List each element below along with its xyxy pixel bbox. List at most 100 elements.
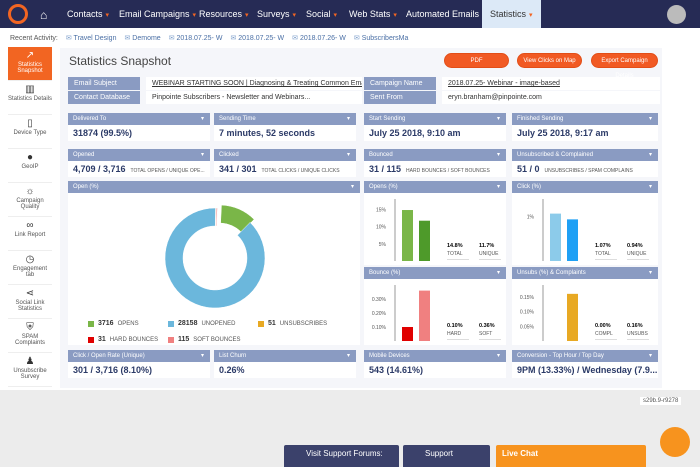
logo[interactable]: [8, 4, 28, 24]
y-tick-label: 5%: [379, 242, 387, 248]
nav-statistics[interactable]: Statistics ▾: [482, 0, 541, 28]
card-header[interactable]: Start Sending: [364, 113, 506, 125]
card-header[interactable]: Unsubs (%) & Complaints: [512, 267, 658, 279]
card-value: 7 minutes, 52 seconds: [214, 125, 356, 141]
bar[interactable]: [419, 220, 430, 261]
card-header[interactable]: Bounced: [364, 149, 506, 161]
card-header[interactable]: Unsubscribed & Complained: [512, 149, 658, 161]
legend-item: 31 HARD BOUNCES: [88, 336, 158, 343]
top-nav: ⌂ Contacts ▾ Email Campaigns ▾ Resources ▾ …: [0, 0, 700, 28]
donut-slice-unopened[interactable]: [164, 207, 266, 309]
sidebar-item-device-type[interactable]: ▯ Device Type: [8, 115, 52, 149]
contact-db-label: Contact Database: [68, 91, 140, 104]
stat-note: UNSUBSCRIBES / SPAM COMPLAINS: [544, 168, 633, 174]
forums-label: Visit Support Forums:: [306, 449, 383, 458]
nav-label: Automated Emails: [406, 9, 480, 19]
bar-value-label: 0.16%: [627, 323, 643, 329]
sidebar-item-geoip[interactable]: ● GeoIP: [8, 149, 52, 183]
nav-label: Contacts: [67, 9, 103, 19]
nav-email-campaigns[interactable]: Email Campaigns ▾: [119, 9, 197, 19]
nav-automated-emails[interactable]: Automated Emails▾: [406, 0, 486, 28]
stat-value: 341 / 301: [219, 164, 257, 174]
legend-swatch: [258, 320, 264, 327]
donut-slice-soft-bounces[interactable]: [215, 207, 218, 227]
donut-slice-opens[interactable]: [220, 204, 255, 233]
live-chat-button[interactable]: Live Chat: [496, 445, 646, 467]
sidebar-item-social-link-statistics[interactable]: ⋖ Social Link Statistics: [8, 285, 52, 319]
card-header[interactable]: Opens (%): [364, 181, 506, 193]
sidebar-item-statistics-snapshot[interactable]: ↗ Statistics Snapshot: [8, 47, 52, 81]
bar-category-label: TOTAL: [595, 251, 611, 257]
bar[interactable]: [567, 293, 578, 341]
avatar[interactable]: [667, 5, 686, 24]
bar-underline: [627, 259, 649, 260]
card-header[interactable]: Sending Time: [214, 113, 356, 125]
campaign-name-value[interactable]: 2018.07.25- Webinar - image-based: [442, 77, 660, 90]
sidebar-item-engagement-tab[interactable]: ◷ Engagement tab: [8, 251, 52, 285]
recent-item[interactable]: 2018.07.25- W: [230, 34, 284, 42]
stat-value: 4,709 / 3,716: [73, 164, 126, 174]
pdf-button[interactable]: PDF: [444, 53, 509, 68]
sidebar-item-unsubscribe-survey[interactable]: ♟ Unsubscribe Survey: [8, 353, 52, 387]
recent-item[interactable]: Demome: [124, 34, 160, 42]
home-icon[interactable]: ⌂: [40, 8, 48, 22]
sidebar-label: GeoIP: [21, 164, 39, 170]
card-header[interactable]: Delivered To: [68, 113, 210, 125]
export-campaign-button[interactable]: Export Campaign Details: [591, 53, 658, 79]
y-tick-label: 0.20%: [372, 311, 387, 317]
bar[interactable]: [550, 213, 561, 261]
nav-social[interactable]: Social ▾: [306, 9, 338, 19]
card-header[interactable]: Open (%): [68, 181, 360, 193]
bar-value-label: 0.94%: [627, 243, 643, 249]
sidebar-item-statistics-details[interactable]: ▥ Statistics Details: [8, 81, 52, 115]
card-header[interactable]: List Churn: [214, 350, 356, 362]
card-header[interactable]: Click / Open Rate (Unique): [68, 350, 210, 362]
card-header[interactable]: Bounce (%): [364, 267, 506, 279]
card-header[interactable]: Conversion - Top Hour / Top Day: [512, 350, 658, 362]
nav-surveys[interactable]: Surveys ▾: [257, 9, 297, 19]
bar-chart-box: 0.05% 0.10% 0.15% 0.00% COMPL 0.16% UNSUBS: [512, 279, 658, 345]
email-subject-value[interactable]: WEBINAR STARTING SOON | Diagnosing & Tre…: [146, 77, 362, 90]
legend-swatch: [168, 320, 174, 327]
view-clicks-map-button[interactable]: View Clicks on Map: [517, 53, 582, 68]
nav-contacts[interactable]: Contacts ▾: [67, 9, 110, 19]
chat-bubble-icon[interactable]: [660, 427, 690, 457]
card-value: July 25 2018, 9:10 am: [364, 125, 506, 141]
card-header[interactable]: Finished Sending: [512, 113, 658, 125]
recent-item[interactable]: 2018.07.25- W: [169, 34, 223, 42]
donut-chart: [164, 204, 266, 309]
email-subject-label: Email Subject: [68, 77, 140, 90]
open-donut-box: [68, 193, 360, 345]
bar[interactable]: [402, 327, 413, 341]
sidebar-item-link-report[interactable]: ∞ Link Report: [8, 217, 52, 251]
card-header[interactable]: Mobile Devices: [364, 350, 506, 362]
nav-resources[interactable]: Resources ▾: [199, 9, 249, 19]
stat-value: 543 (14.61%): [369, 365, 424, 375]
shield-icon: ⛨: [26, 322, 34, 333]
recent-item[interactable]: Travel Design: [66, 34, 117, 42]
sidebar-item-spam-complaints[interactable]: ⛨ SPAM Complaints: [8, 319, 52, 353]
stat-value: July 25 2018, 9:10 am: [369, 128, 461, 138]
live-chat-label: Live Chat: [502, 449, 539, 458]
bar[interactable]: [419, 290, 430, 341]
clock-icon: ◷: [25, 254, 35, 265]
recent-item[interactable]: SubscribersMa: [354, 34, 409, 42]
bar[interactable]: [402, 210, 413, 261]
bar-chart-icon: ▥: [25, 84, 35, 95]
stat-value: July 25 2018, 9:17 am: [517, 128, 609, 138]
support-forums-button[interactable]: Visit Support Forums:: [284, 445, 399, 467]
support-button[interactable]: Support: [403, 445, 490, 467]
card-value: 301 / 3,716 (8.10%): [68, 362, 210, 378]
sidebar-label: Link Report: [14, 232, 46, 238]
card-header[interactable]: Click (%): [512, 181, 658, 193]
legend-label: OPENS: [117, 320, 139, 327]
nav-web-stats[interactable]: Web Stats ▾: [349, 9, 397, 19]
bar-underline: [447, 339, 469, 340]
recent-item[interactable]: 2018.07.26- W: [292, 34, 346, 42]
stat-card: Unsubscribed & Complained 51 / 0 UNSUBSCRI…: [512, 149, 658, 177]
y-tick-label: 15%: [376, 207, 387, 213]
bar[interactable]: [567, 219, 578, 261]
sidebar-item-campaign-quality[interactable]: ☼ Campaign Quality: [8, 183, 52, 217]
card-header[interactable]: Opened: [68, 149, 210, 161]
card-header[interactable]: Clicked: [214, 149, 356, 161]
